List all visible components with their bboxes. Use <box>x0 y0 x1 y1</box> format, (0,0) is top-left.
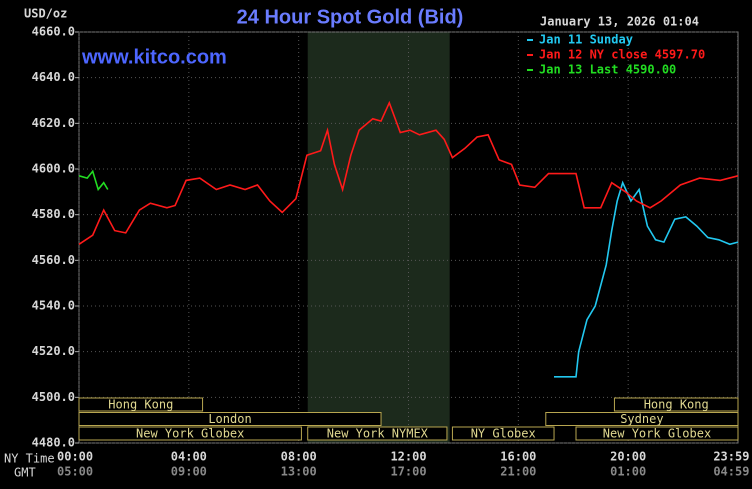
y-tick-label: 4520.0 <box>32 344 75 358</box>
session-bar <box>451 426 555 441</box>
session-bar <box>613 397 739 412</box>
y-tick-label: 4640.0 <box>32 70 75 84</box>
y-tick-label: 4540.0 <box>32 299 75 313</box>
session-bar <box>575 426 739 441</box>
y-tick-label: 4600.0 <box>32 162 75 176</box>
legend-swatch <box>527 69 533 71</box>
legend-label: Jan 11 Sunday <box>539 33 633 47</box>
x2-tick-label: 01:00 <box>610 465 646 479</box>
session-label: NY Globex <box>471 427 536 441</box>
legend-label: Jan 12 NY close 4597.70 <box>539 48 705 62</box>
session-label: Sydney <box>620 412 663 426</box>
session-label: New York NYMEX <box>327 427 429 441</box>
y-tick-label: 4660.0 <box>32 25 75 39</box>
series-line <box>554 180 739 378</box>
session-label: New York Globex <box>136 427 244 441</box>
series-line <box>78 100 739 245</box>
chart-title: 24 Hour Spot Gold (Bid) <box>237 6 464 28</box>
x2-tick-label: 05:00 <box>57 465 93 479</box>
x-tick-label: 08:00 <box>281 450 317 464</box>
watermark: www.kitco.com <box>81 46 227 68</box>
x-tick-label: 12:00 <box>390 450 426 464</box>
x-tick-label: 20:00 <box>610 450 646 464</box>
x-axis-label: NY Time <box>4 452 55 466</box>
session-bar <box>307 426 448 441</box>
x2-tick-label: 21:00 <box>500 465 536 479</box>
y-tick-label: 4480.0 <box>32 436 75 450</box>
x2-axis-label: GMT <box>14 466 36 480</box>
session-bar <box>545 412 739 426</box>
session-bar <box>78 397 204 412</box>
session-label: Hong Kong <box>644 398 709 412</box>
y-tick-label: 4580.0 <box>32 207 75 221</box>
x2-tick-label: 09:00 <box>171 465 207 479</box>
x-tick-label: 04:00 <box>171 450 207 464</box>
x2-tick-label: 13:00 <box>281 465 317 479</box>
x2-tick-label: 17:00 <box>390 465 426 479</box>
series-line <box>78 169 109 192</box>
legend-label: Jan 13 Last 4590.00 <box>539 63 676 77</box>
x2-tick-label: 04:59 <box>713 465 749 479</box>
x-tick-label: 16:00 <box>500 450 536 464</box>
session-label: New York Globex <box>603 427 711 441</box>
session-bar <box>78 426 302 441</box>
y-axis-label: USD/oz <box>24 7 67 21</box>
timestamp: January 13, 2026 01:04 <box>540 15 699 29</box>
x-tick-label: 00:00 <box>57 450 93 464</box>
shaded-session <box>307 32 450 443</box>
y-tick-label: 4620.0 <box>32 116 75 130</box>
y-tick-label: 4500.0 <box>32 390 75 404</box>
session-label: Hong Kong <box>108 398 173 412</box>
session-bar <box>78 412 382 426</box>
legend-swatch <box>527 54 533 56</box>
y-tick-label: 4560.0 <box>32 253 75 267</box>
session-label: London <box>208 412 251 426</box>
legend-swatch <box>527 39 533 41</box>
x-tick-label: 23:59 <box>713 450 749 464</box>
